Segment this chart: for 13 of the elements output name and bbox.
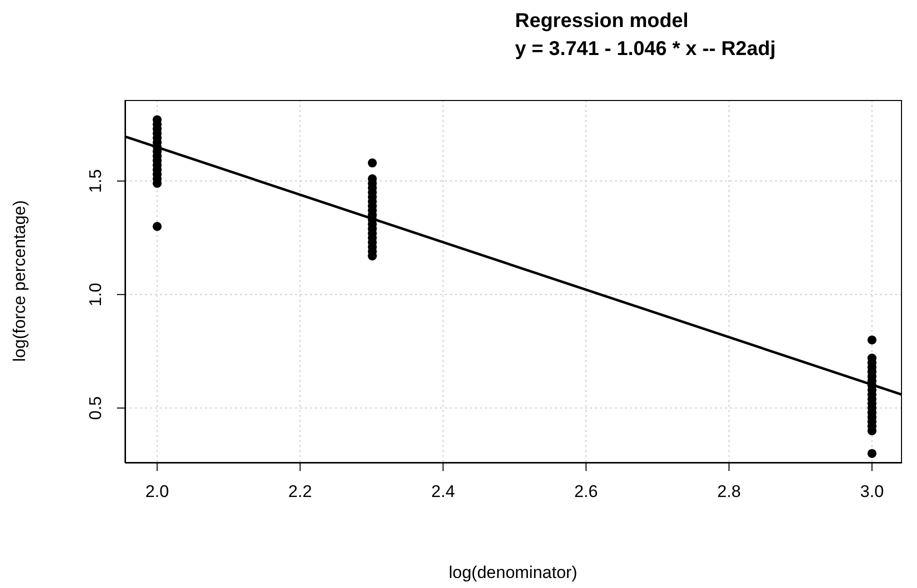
x-tick-label: 2.4 [431, 482, 455, 502]
y-tick-label: 1.0 [86, 282, 105, 306]
x-axis-title: log(denominator) [448, 563, 578, 582]
y-tick-label: 1.5 [86, 169, 105, 193]
x-tick-label: 2.6 [574, 482, 598, 502]
y-axis-title: log(force percentage) [10, 200, 29, 362]
chart-title: Regression model [515, 10, 688, 32]
x-tick-label: 2.2 [288, 482, 312, 502]
x-tick-label: 2.0 [145, 482, 169, 502]
y-tick-label: 0.5 [86, 396, 105, 420]
x-tick-label: 3.0 [860, 482, 884, 502]
x-tick-label: 2.8 [717, 482, 741, 502]
chart-subtitle: y = 3.741 - 1.046 * x -- R2adj [515, 38, 776, 60]
